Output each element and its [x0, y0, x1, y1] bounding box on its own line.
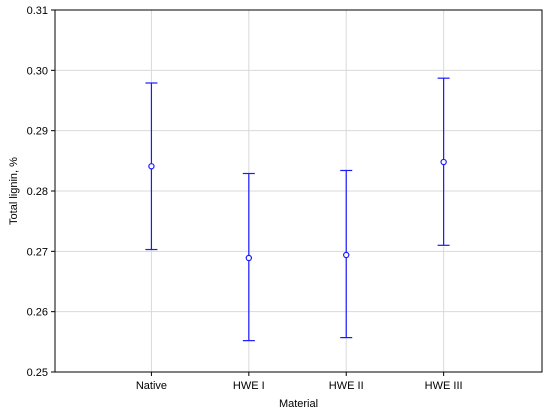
y-axis: 0.25 0.26 0.27 0.28 0.29 0.30 0.31: [27, 5, 55, 379]
y-tick-label: 0.27: [27, 246, 48, 258]
mean-point: [343, 251, 350, 259]
x-tick-label: Native: [136, 380, 167, 392]
mean-point: [245, 254, 253, 262]
y-tick-label: 0.29: [27, 126, 48, 138]
x-tick-label: HWE II: [329, 380, 364, 392]
y-tick-label: 0.31: [27, 5, 48, 17]
x-tick-label: HWE I: [233, 380, 265, 392]
mean-point: [440, 158, 447, 166]
y-tick-label: 0.28: [27, 186, 48, 198]
grid: [55, 10, 542, 372]
y-axis-label: Total lignin, %: [8, 157, 20, 225]
y-tick-label: 0.25: [27, 367, 48, 379]
x-axis: Native HWE I HWE II HWE III: [136, 372, 463, 392]
series-marks: [145, 77, 450, 342]
mean-point: [148, 163, 155, 170]
x-tick-label: HWE III: [425, 380, 463, 392]
y-tick-label: 0.30: [27, 65, 48, 77]
y-tick-label: 0.26: [27, 307, 48, 319]
x-axis-label: Material: [279, 398, 318, 410]
